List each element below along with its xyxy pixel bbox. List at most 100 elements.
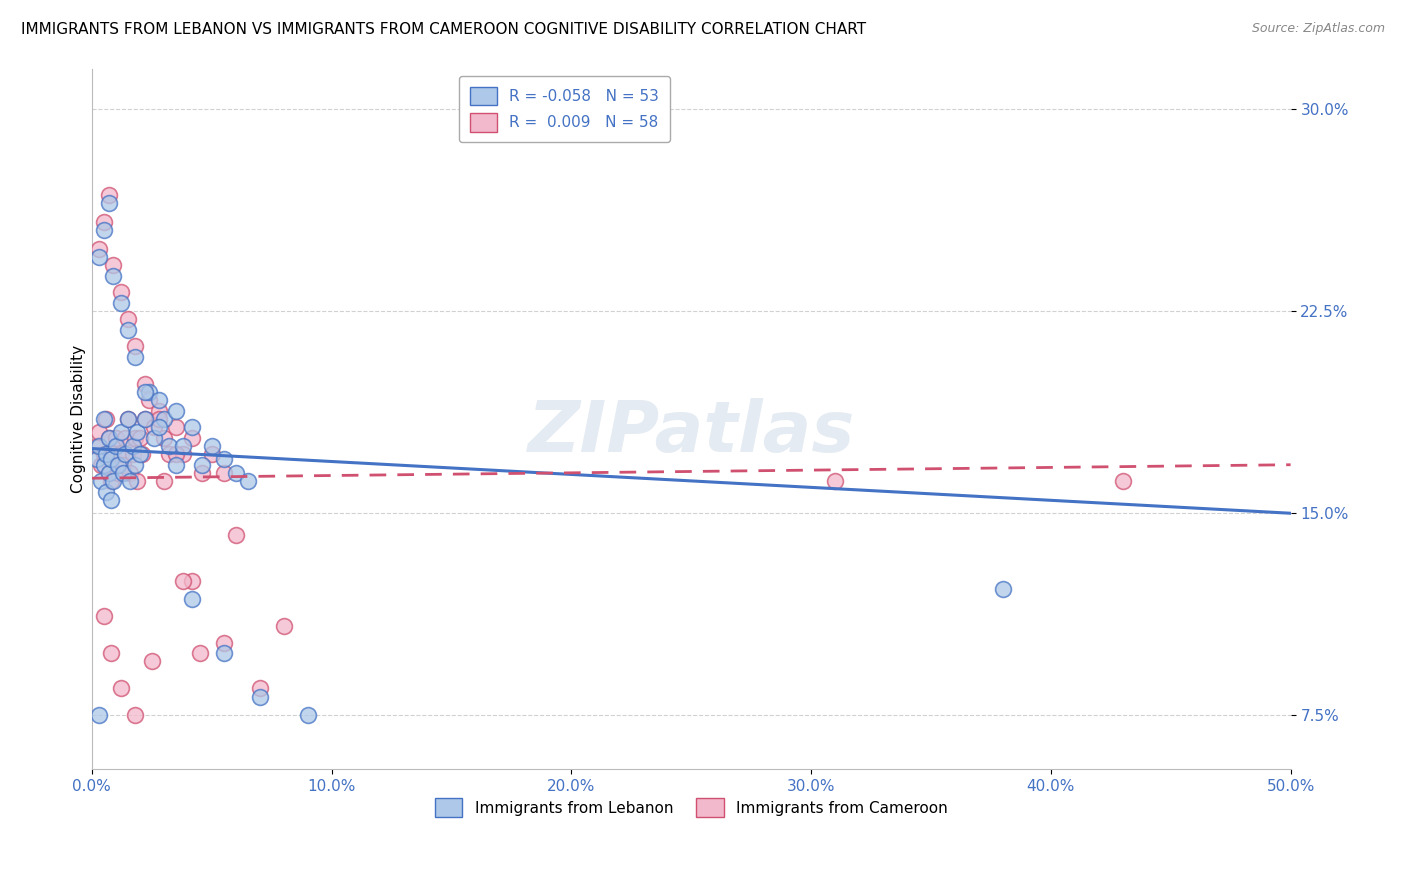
Point xyxy=(172,439,194,453)
Point xyxy=(157,447,180,461)
Point xyxy=(87,425,110,440)
Point xyxy=(152,474,174,488)
Text: IMMIGRANTS FROM LEBANON VS IMMIGRANTS FROM CAMEROON COGNITIVE DISABILITY CORRELA: IMMIGRANTS FROM LEBANON VS IMMIGRANTS FR… xyxy=(21,22,866,37)
Point xyxy=(107,458,129,472)
Point xyxy=(128,447,150,461)
Point xyxy=(143,420,166,434)
Point xyxy=(128,431,150,445)
Point xyxy=(148,392,170,407)
Point xyxy=(110,681,132,696)
Point xyxy=(93,223,115,237)
Point xyxy=(201,447,224,461)
Point xyxy=(236,474,259,488)
Point xyxy=(114,447,136,461)
Point xyxy=(110,447,132,461)
Point xyxy=(212,647,235,661)
Point xyxy=(157,439,180,453)
Point xyxy=(134,412,156,426)
Point xyxy=(86,452,108,467)
Point xyxy=(93,447,115,461)
Point xyxy=(117,312,139,326)
Point xyxy=(120,474,142,488)
Point xyxy=(110,296,132,310)
Y-axis label: Cognitive Disability: Cognitive Disability xyxy=(72,345,86,493)
Point xyxy=(127,425,149,440)
Point xyxy=(104,431,127,445)
Point xyxy=(124,350,146,364)
Point xyxy=(991,582,1014,596)
Point xyxy=(111,458,134,472)
Point xyxy=(117,412,139,426)
Point xyxy=(117,412,139,426)
Point xyxy=(104,439,127,453)
Point xyxy=(87,439,110,453)
Point xyxy=(188,647,211,661)
Point xyxy=(96,412,118,426)
Point xyxy=(134,412,156,426)
Point xyxy=(297,708,319,723)
Point xyxy=(110,285,132,300)
Point xyxy=(181,420,204,434)
Point xyxy=(93,215,115,229)
Point xyxy=(103,474,125,488)
Point xyxy=(87,242,110,256)
Point xyxy=(212,452,235,467)
Point xyxy=(86,439,108,453)
Point xyxy=(93,608,115,623)
Point xyxy=(96,484,118,499)
Point xyxy=(93,458,115,472)
Point xyxy=(141,655,163,669)
Point xyxy=(117,323,139,337)
Point xyxy=(225,528,247,542)
Point xyxy=(110,425,132,440)
Point xyxy=(165,447,187,461)
Point xyxy=(273,619,295,633)
Point xyxy=(138,392,160,407)
Point xyxy=(100,492,122,507)
Point xyxy=(225,466,247,480)
Point xyxy=(148,420,170,434)
Point xyxy=(181,574,204,588)
Point xyxy=(103,268,125,283)
Point xyxy=(103,258,125,272)
Point xyxy=(90,474,112,488)
Point xyxy=(100,647,122,661)
Point xyxy=(148,404,170,418)
Point xyxy=(191,466,214,480)
Point xyxy=(90,458,112,472)
Point xyxy=(114,431,136,445)
Point xyxy=(120,466,142,480)
Legend: Immigrants from Lebanon, Immigrants from Cameroon: Immigrants from Lebanon, Immigrants from… xyxy=(427,791,955,825)
Point xyxy=(152,412,174,426)
Point xyxy=(131,447,153,461)
Point xyxy=(124,458,146,472)
Point xyxy=(134,384,156,399)
Point xyxy=(165,420,187,434)
Point xyxy=(97,466,120,480)
Text: Source: ZipAtlas.com: Source: ZipAtlas.com xyxy=(1251,22,1385,36)
Point xyxy=(212,466,235,480)
Point xyxy=(1112,474,1135,488)
Point xyxy=(134,376,156,391)
Point xyxy=(96,447,118,461)
Point xyxy=(824,474,846,488)
Point xyxy=(172,447,194,461)
Point xyxy=(124,708,146,723)
Point xyxy=(138,384,160,399)
Point xyxy=(100,452,122,467)
Point xyxy=(181,431,204,445)
Point xyxy=(107,466,129,480)
Point xyxy=(249,690,271,704)
Point xyxy=(152,431,174,445)
Point xyxy=(165,458,187,472)
Point xyxy=(103,447,125,461)
Point xyxy=(121,439,143,453)
Point xyxy=(143,431,166,445)
Point xyxy=(127,474,149,488)
Point xyxy=(93,412,115,426)
Point xyxy=(111,466,134,480)
Point xyxy=(249,681,271,696)
Point xyxy=(97,466,120,480)
Point xyxy=(97,431,120,445)
Point xyxy=(181,592,204,607)
